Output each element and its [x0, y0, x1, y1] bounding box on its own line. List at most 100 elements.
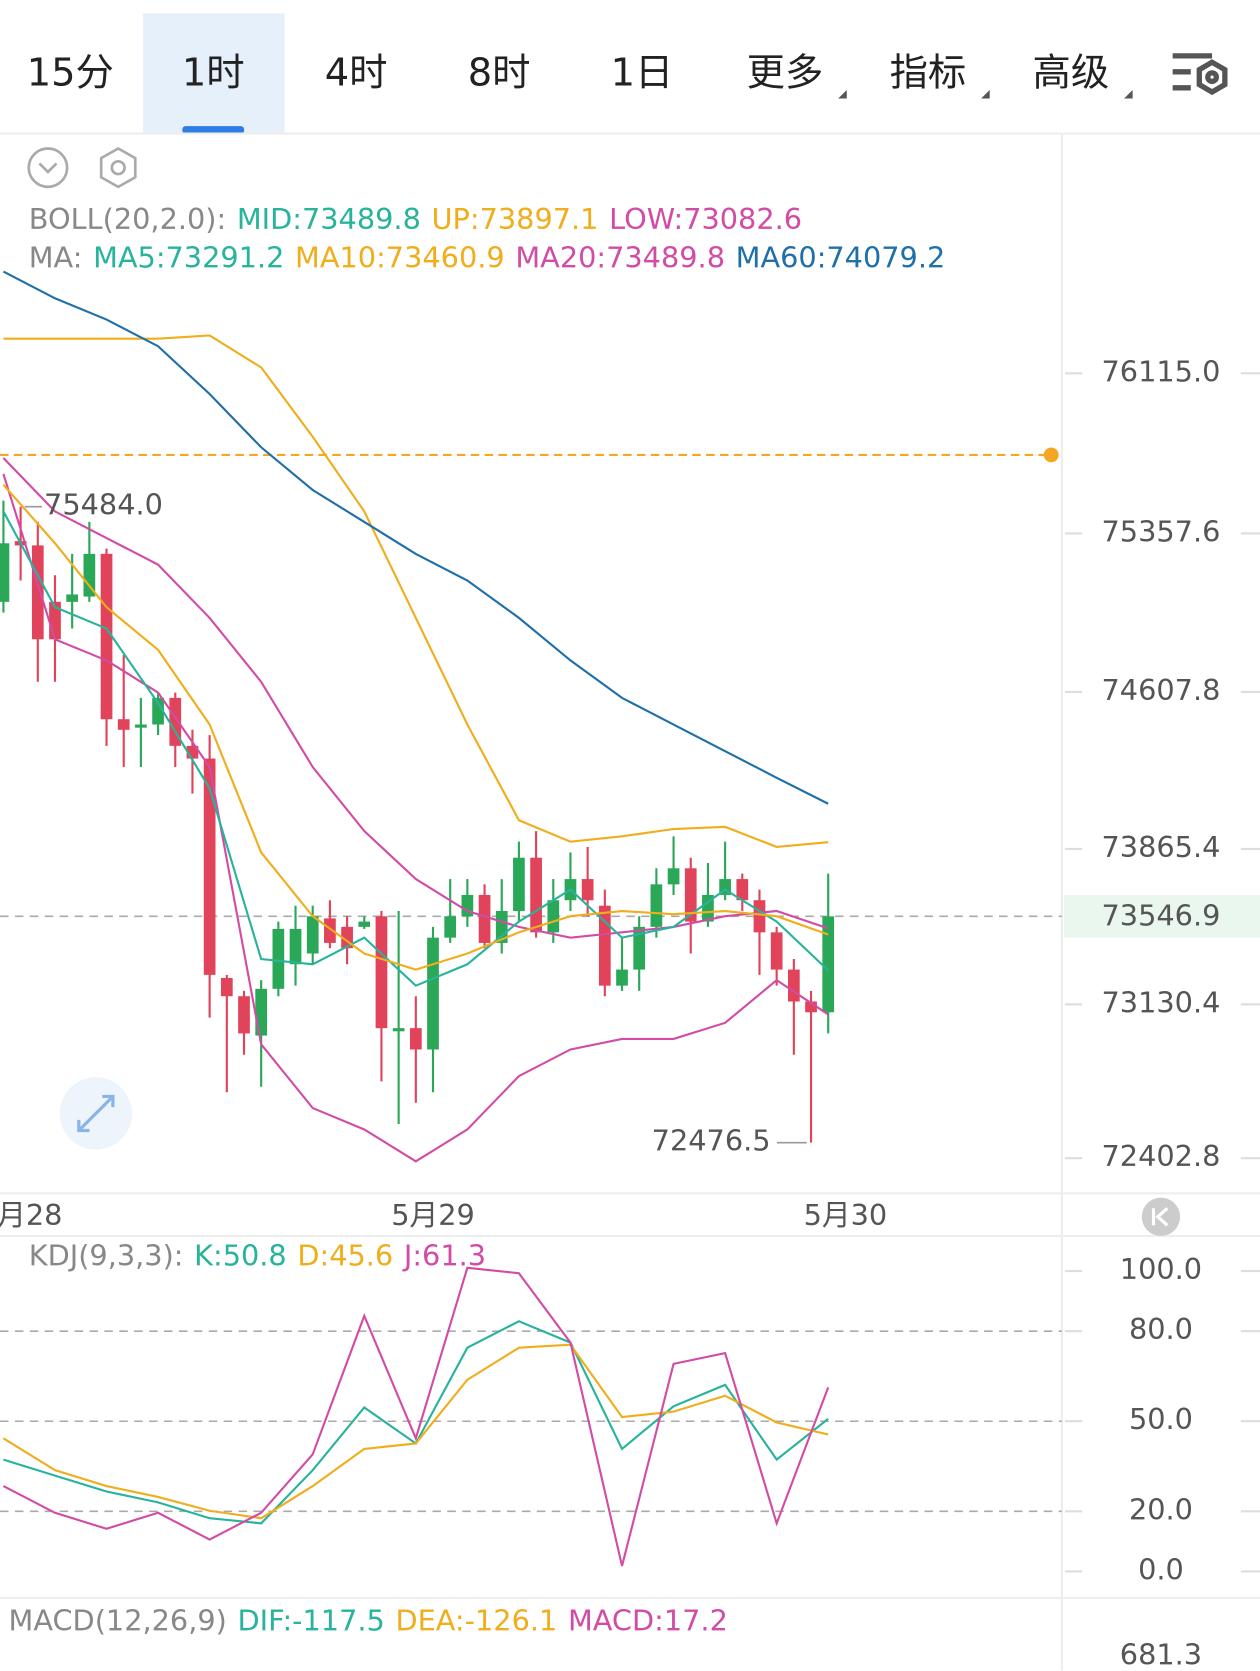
legend-name: K:: [194, 1238, 223, 1272]
tab-underline: [182, 126, 245, 134]
tab-label[interactable]: 1时: [182, 51, 245, 96]
annotation-label: 75484.0: [44, 488, 163, 522]
legend-name: DEA:: [395, 1604, 464, 1638]
candle-body: [255, 988, 268, 1036]
candle-body: [203, 758, 216, 975]
candle-body: [169, 697, 182, 746]
candle-body: [272, 928, 285, 989]
legend-name: MACD:: [568, 1604, 664, 1638]
candle-body: [702, 894, 714, 922]
legend-value: 73489.8: [606, 240, 725, 274]
y-tick-label: 73130.4: [1102, 985, 1221, 1019]
x-tick-label: 5月30: [804, 1198, 888, 1232]
y-tick-label: 76115.0: [1102, 354, 1221, 388]
x-tick-label: 5月28: [0, 1198, 62, 1232]
legend-value: 73460.9: [386, 240, 505, 274]
legend-value: 50.8: [223, 1238, 287, 1272]
tab-label[interactable]: 高级: [1033, 51, 1110, 96]
menu-caret: [838, 89, 847, 99]
indicator-title: MA:: [29, 240, 83, 274]
tab-bar: 15分 1时 4时 8时 1日 更多 指标 高级: [27, 13, 1133, 134]
candle-body: [719, 879, 731, 895]
tab-highlight: [142, 13, 285, 134]
candle-body: [530, 857, 542, 933]
indicator-line: [2, 473, 829, 1163]
candle-body: [306, 916, 319, 954]
legend-name: MA60:: [736, 240, 827, 274]
legend-value: 73489.8: [302, 202, 421, 236]
candle-body: [392, 1028, 405, 1032]
indicator-title: MACD(12,26,9): [9, 1604, 227, 1638]
candle-body: [770, 932, 783, 970]
indicator-header: MA: MA5:73291.2 MA10:73460.9 MA20:73489.8 MA…: [29, 240, 946, 274]
tab[interactable]: 15分: [27, 51, 114, 96]
scroll-latest-icon[interactable]: [1141, 1197, 1181, 1236]
legend-name: MID:: [237, 202, 302, 236]
settings-hex-icon[interactable]: [99, 146, 137, 189]
legend-name: MA5:: [93, 240, 165, 274]
y-tick-label: 50.0: [1129, 1402, 1193, 1436]
candle-body: [444, 916, 457, 938]
expand-icon[interactable]: [59, 1077, 133, 1150]
tab-label[interactable]: 更多: [747, 51, 824, 96]
candle-body: [49, 601, 61, 640]
legend-value: 74079.2: [826, 240, 945, 274]
candle-body: [238, 996, 250, 1034]
tab-label[interactable]: 指标: [890, 51, 967, 96]
candle-body: [684, 868, 697, 922]
tab[interactable]: 1时: [142, 13, 285, 134]
y-tick-label: 73865.4: [1102, 830, 1221, 864]
candle-body: [358, 921, 371, 927]
candle-body: [753, 900, 766, 933]
tab[interactable]: 1日: [611, 51, 674, 96]
x-tick-label: 5月29: [391, 1198, 475, 1232]
candle-body: [805, 1001, 817, 1013]
legend-name: LOW:: [609, 202, 683, 236]
candle-body: [581, 879, 594, 901]
candle-body: [513, 857, 525, 912]
tab[interactable]: 高级: [1033, 51, 1133, 99]
legend-value: -126.1: [465, 1604, 558, 1638]
indicator-line: [2, 1266, 830, 1567]
tab-label[interactable]: 8时: [468, 51, 531, 96]
legend-value: 73897.1: [480, 202, 599, 236]
candle-body: [495, 911, 508, 943]
collapse-icon[interactable]: [27, 147, 69, 189]
y-tick-label: 0.0: [1138, 1552, 1184, 1586]
candle-body: [117, 719, 130, 730]
candle-body: [409, 1028, 422, 1050]
settings-icon[interactable]: [1172, 53, 1228, 96]
candle-body: [650, 884, 663, 927]
legend-value: 17.2: [664, 1604, 728, 1638]
menu-caret: [981, 89, 990, 99]
tab[interactable]: 更多: [747, 51, 847, 99]
y-tick-label: 100.0: [1120, 1252, 1202, 1286]
candle-body: [633, 926, 646, 970]
candle-body: [341, 926, 353, 949]
tab-label[interactable]: 4时: [325, 51, 388, 96]
tab-label[interactable]: 1日: [611, 51, 674, 96]
indicator-header: MACD(12,26,9) DIF:-117.5 DEA:-126.1 MACD:17…: [9, 1604, 728, 1638]
candle-body: [100, 553, 113, 720]
y-tick-label: 75357.6: [1102, 514, 1221, 548]
indicator-line: [2, 484, 829, 971]
alert-dot: [1043, 447, 1059, 463]
tab-label[interactable]: 15分: [27, 51, 114, 96]
charts: 76115.0 75357.6 74607.8 73865.4 73130.4 72402…: [0, 202, 1260, 1671]
legend-name: MA20:: [515, 240, 606, 274]
tab[interactable]: 4时: [325, 51, 388, 96]
candle-body: [616, 969, 628, 986]
candle-body: [461, 894, 474, 917]
legend-name: UP:: [432, 202, 480, 236]
tab[interactable]: 指标: [890, 51, 990, 99]
indicator-line: [3, 334, 829, 848]
legend-value: 61.3: [422, 1238, 486, 1272]
indicator-line: [2, 457, 829, 939]
tab[interactable]: 8时: [468, 51, 531, 96]
candle-body: [289, 928, 302, 965]
legend-name: MA10:: [295, 240, 386, 274]
candle-body: [324, 918, 336, 943]
candle-body: [135, 724, 147, 728]
